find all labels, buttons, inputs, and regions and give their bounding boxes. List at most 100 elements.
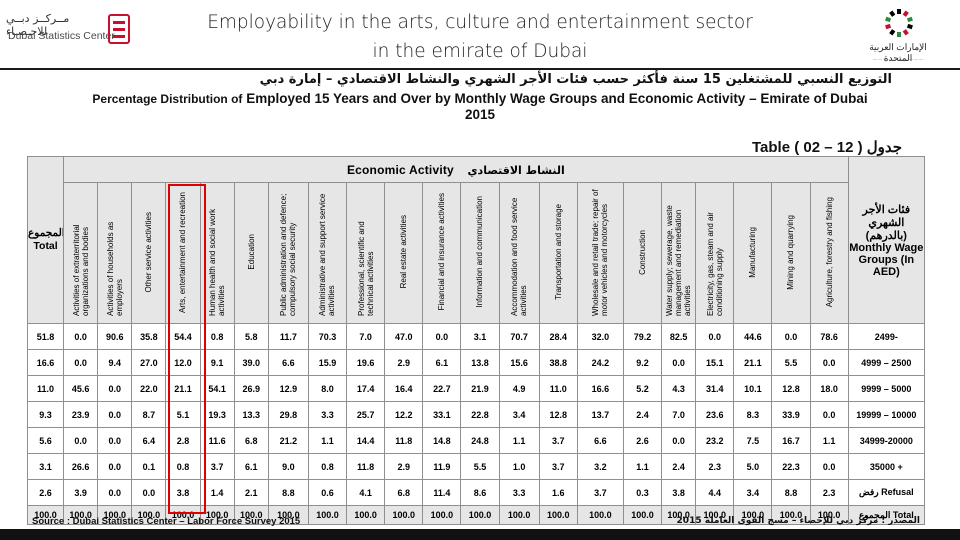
table-cell: 0.0 (97, 479, 133, 506)
table-cell: 100.0 (576, 505, 624, 525)
table-cell: 1.0 (498, 453, 540, 480)
table-cell: 0.0 (63, 323, 99, 350)
row-total-cell: 16.6 (26, 349, 65, 376)
header-divider (0, 68, 960, 70)
table-cell: 24.8 (460, 427, 500, 454)
table-cell: 100.0 (538, 505, 578, 525)
table-cell: 25.7 (346, 401, 386, 428)
table-cell: 31.4 (695, 375, 735, 402)
wage-group-label: 19999 – 10000 (847, 401, 926, 428)
table-number: Table ( 02 – 12 ) جدول (752, 139, 903, 156)
table-cell: 100.0 (498, 505, 540, 525)
row-total-cell: 100.0 (26, 505, 65, 525)
table-cell: 6.8 (384, 479, 424, 506)
table-cell: 3.8 (165, 479, 201, 506)
table-cell: 15.6 (498, 349, 540, 376)
table-cell: 100.0 (771, 505, 811, 525)
table-cell: 14.4 (346, 427, 386, 454)
emblem-subtext: — — — — — — — — — — (872, 56, 923, 61)
table-cell: 3.7 (538, 453, 578, 480)
activity-column-label: Administrative and support service activ… (318, 193, 337, 316)
table-cell: 4.9 (498, 375, 540, 402)
activity-column-header: Arts, entertainment and recreation (165, 182, 201, 324)
table-cell: 12.8 (538, 401, 578, 428)
source-note-english: Source : Dubai Statistics Center – Labor… (32, 516, 301, 527)
activity-column-header: Professional, scientific and technical a… (346, 182, 386, 324)
table-cell: 8.7 (131, 401, 167, 428)
table-cell: 2.1 (233, 479, 269, 506)
table-cell: 79.2 (622, 323, 663, 350)
table-cell: 13.3 (233, 401, 269, 428)
table-cell: 16.6 (576, 375, 624, 402)
activity-column-label: Activities of households as employers (105, 221, 124, 316)
table-cell: 23.9 (63, 401, 99, 428)
table-cell: 11.7 (267, 323, 309, 350)
table-cell: 3.7 (576, 479, 624, 506)
activity-column-header: Activities of extraterritorial organizat… (63, 182, 99, 324)
table-cell: 1.1 (809, 427, 849, 454)
table-cell: 13.8 (460, 349, 500, 376)
table-cell: 70.7 (498, 323, 540, 350)
document-title-english: Percentage Distribution of Employed 15 Y… (40, 91, 920, 123)
table-cell: 0.1 (131, 453, 167, 480)
table-cell: 70.3 (307, 323, 348, 350)
table-cell: 7.0 (346, 323, 386, 350)
table-cell: 100.0 (460, 505, 500, 525)
table-cell: 5.1 (165, 401, 201, 428)
activity-column-header: Financial and insurance activities (422, 182, 462, 324)
table-cell: 1.1 (622, 453, 663, 480)
activity-column-header: Electricity, gas, steam and air conditio… (695, 182, 735, 324)
activity-column-header: Mining and quarrying (771, 182, 811, 324)
table-cell: 0.0 (771, 323, 811, 350)
table-cell: 78.6 (809, 323, 849, 350)
table-cell: 13.7 (576, 401, 624, 428)
table-cell: 90.6 (97, 323, 133, 350)
document-title-year: 2015 (464, 107, 496, 122)
wage-group-label: 9999 – 5000 (847, 375, 926, 402)
table-cell: 1.1 (307, 427, 348, 454)
table-cell: 47.0 (384, 323, 424, 350)
wage-group-label: رفض Refusal (847, 479, 926, 506)
table-cell: 0.0 (131, 479, 167, 506)
total-column-header: المجموع Total (26, 156, 65, 324)
table-cell: 9.4 (97, 349, 133, 376)
activity-column-header: Transportation and storage (538, 182, 578, 324)
activity-column-label: Education (246, 234, 256, 270)
table-cell: 28.4 (538, 323, 578, 350)
activity-column-label: Construction (637, 229, 647, 275)
table-cell: 11.9 (422, 453, 462, 480)
row-total-cell: 51.8 (26, 323, 65, 350)
activity-column-header: Education (233, 182, 269, 324)
table-cell: 21.2 (267, 427, 309, 454)
row-total-cell: 11.0 (26, 375, 65, 402)
table-cell: 2.8 (165, 427, 201, 454)
table-cell: 3.4 (498, 401, 540, 428)
table-cell: 0.0 (63, 427, 99, 454)
table-cell: 15.9 (307, 349, 348, 376)
activity-column-label: Wholesale and retail trade; repair of mo… (591, 189, 610, 316)
document-title-arabic: التوزيع النسبي للمشتغلين 15 سنة فأكثر حس… (259, 72, 892, 87)
table-cell: 44.6 (733, 323, 773, 350)
table-cell: 100.0 (346, 505, 386, 525)
table-cell: 17.4 (346, 375, 386, 402)
document-title-main: Employed 15 Years and Over by Monthly Wa… (246, 91, 868, 106)
activity-column-label: Public administration and defence; compu… (279, 193, 298, 316)
table-cell: 12.9 (267, 375, 309, 402)
table-cell: 0.0 (97, 427, 133, 454)
table-row: 11.0 45.6 0.0 22.0 21.1 54.1 26.9 12.9 8.0 17.4 16… (26, 375, 926, 402)
table-cell: 26.9 (233, 375, 269, 402)
table-cell: 7.0 (661, 401, 697, 428)
table-cell: 0.8 (165, 453, 201, 480)
table-cell: 35.8 (131, 323, 167, 350)
table-cell: 2.9 (384, 453, 424, 480)
table-row: 16.6 0.0 9.4 27.0 12.0 9.1 39.0 6.6 15.9 19.6 2.9 6… (26, 349, 926, 376)
table-cell: 0.0 (809, 349, 849, 376)
table-cell: 7.5 (733, 427, 773, 454)
footer-bar (0, 529, 960, 540)
table-cell: 6.4 (131, 427, 167, 454)
economic-activity-label: Economic Activity (346, 162, 454, 177)
table-cell: 100.0 (131, 505, 167, 525)
table-cell: 15.1 (695, 349, 735, 376)
row-total-cell: 3.1 (26, 453, 65, 480)
table-cell: 0.0 (63, 349, 99, 376)
